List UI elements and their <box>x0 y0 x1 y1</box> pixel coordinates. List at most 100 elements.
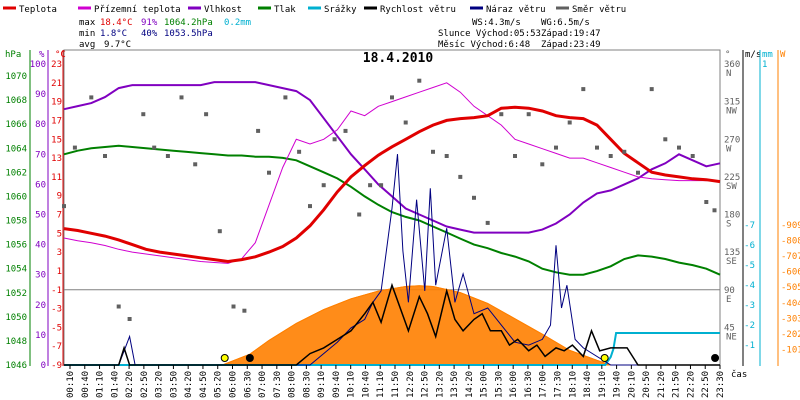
stat-max-hum: 91% <box>141 18 158 28</box>
x-tick-label: 10:10 <box>347 371 357 398</box>
dir-tick-label: 225 <box>724 173 740 183</box>
info-moon: Měsíc Východ:6:48 <box>438 40 530 50</box>
hpa-tick-label: 1046 <box>5 361 27 371</box>
wind-direction-point <box>403 120 408 125</box>
wind-direction-point <box>554 145 558 150</box>
legend-label-ground: Přízemní teplota <box>94 5 181 15</box>
x-tick-label: 10:40 <box>361 371 371 398</box>
wind-direction-point <box>540 162 545 167</box>
wind-direction-point <box>308 204 312 209</box>
wind-direction-point <box>204 112 209 117</box>
stat-min-label: min <box>79 29 95 39</box>
stats-block: max 18.4°C 91% 1064.2hPa 0.2mm min 1.8°C… <box>79 18 251 50</box>
wind-direction-point <box>677 145 681 150</box>
wind-direction-point <box>458 174 463 179</box>
sunrise-marker <box>220 354 229 362</box>
dir-cardinal-label: S <box>726 220 731 230</box>
x-tick-label: 11:10 <box>376 371 386 398</box>
x-tick-label: 18:40 <box>583 371 593 398</box>
c-tick-label: 15 <box>51 135 62 145</box>
wind-direction-point <box>431 149 435 154</box>
rain-tick-label: -6 <box>744 241 755 251</box>
wind-direction-point <box>256 128 261 133</box>
stat-avg-label: avg <box>79 40 95 50</box>
hpa-tick-label: 1050 <box>5 313 27 323</box>
x-tick-label: 04:50 <box>199 371 209 398</box>
c-tick-label: 5 <box>57 229 62 239</box>
w-tick-label: -505 <box>781 283 800 293</box>
series-ground-temp-line <box>63 82 720 264</box>
w-tick-label: -606 <box>781 268 800 278</box>
x-tick-label: 18:10 <box>568 371 578 398</box>
info-ws: WS:4.3m/s <box>472 18 521 28</box>
wind-direction-point <box>165 154 170 158</box>
c-tick-label: 19 <box>51 98 62 108</box>
series-rain-line <box>64 332 720 366</box>
pct-tick-label: 90 <box>35 90 46 100</box>
legend-label-dir: Směr větru <box>572 5 626 15</box>
legend: Teplota Přízemní teplota Vlhkost Tlak Sr… <box>3 5 626 15</box>
wind-direction-point <box>636 170 640 175</box>
wind-direction-point <box>704 200 709 204</box>
line-series <box>63 81 721 366</box>
wind-direction-point <box>193 162 198 167</box>
rain-tick-label: -5 <box>744 261 755 271</box>
wind-direction-point <box>622 149 627 154</box>
dir-tick-label: 180 <box>724 211 740 221</box>
wind-direction-point <box>499 112 504 117</box>
stat-avg-temp: 9.7°C <box>104 40 131 50</box>
x-tick-label: 16:30 <box>524 371 534 398</box>
dir-tick-label: 360 <box>724 60 740 70</box>
legend-label-hum: Vlhkost <box>204 5 242 15</box>
x-tick-label: 20:50 <box>642 371 652 398</box>
dir-tick-label: 45 <box>724 323 735 333</box>
time-axis-label: čas <box>731 369 747 380</box>
series-temperature-line <box>63 105 721 264</box>
rain-tick-label: -1 <box>744 341 755 351</box>
stat-max-rain: 0.2mm <box>224 18 251 28</box>
hpa-tick-label: 1070 <box>5 72 27 82</box>
x-tick-label: 15:30 <box>494 371 504 398</box>
x-tick-label: 22:50 <box>701 371 711 398</box>
wind-direction-point <box>321 183 326 188</box>
unit-mm: mm <box>762 50 773 60</box>
left-axes: 1070106810661064106210601058105610541052… <box>5 60 62 371</box>
w-tick-label: -404 <box>781 299 800 309</box>
dir-tick-label: 135 <box>724 248 740 258</box>
hpa-tick-label: 1064 <box>5 144 27 154</box>
hpa-tick-label: 1052 <box>5 289 27 299</box>
legend-label-temp: Teplota <box>19 5 57 15</box>
x-tick-label: 22:20 <box>686 371 696 398</box>
wind-direction-point <box>712 208 717 213</box>
pct-tick-label: 20 <box>35 301 46 311</box>
w-tick-label: -808 <box>781 237 800 247</box>
w-tick-label: -202 <box>781 330 800 340</box>
unit-ms: m/s <box>745 50 761 60</box>
c-tick-label: 7 <box>57 211 62 221</box>
wind-direction-point <box>690 154 695 158</box>
wind-direction-point <box>663 137 668 142</box>
c-tick-label: 13 <box>51 154 62 164</box>
series-wind-line <box>64 282 720 366</box>
x-tick-label: 07:00 <box>258 371 268 398</box>
stat-min-press: 1053.5hPa <box>164 29 213 39</box>
pct-tick-label: 70 <box>35 150 46 160</box>
wind-direction-point <box>72 145 77 150</box>
x-tick-label: 13:20 <box>435 371 445 398</box>
legend-label-wind: Rychlost větru <box>380 5 456 15</box>
wind-direction-point <box>379 183 384 188</box>
hpa-tick-label: 1060 <box>5 192 27 202</box>
legend-label-gust: Náraz větru <box>486 5 546 15</box>
x-tick-label: 06:00 <box>229 371 239 398</box>
w-tick-label: -707 <box>781 252 800 262</box>
x-tick-label: 12:50 <box>421 371 431 398</box>
x-tick-label: 23:30 <box>716 371 726 398</box>
wind-direction-point <box>116 304 121 309</box>
sunset-marker <box>600 354 609 362</box>
stat-max-press: 1064.2hPa <box>164 18 213 28</box>
pct-tick-label: 30 <box>35 271 46 281</box>
legend-label-press: Tlak <box>274 5 296 15</box>
dir-tick-label: 90 <box>724 286 735 296</box>
c-tick-label: -5 <box>51 323 62 333</box>
